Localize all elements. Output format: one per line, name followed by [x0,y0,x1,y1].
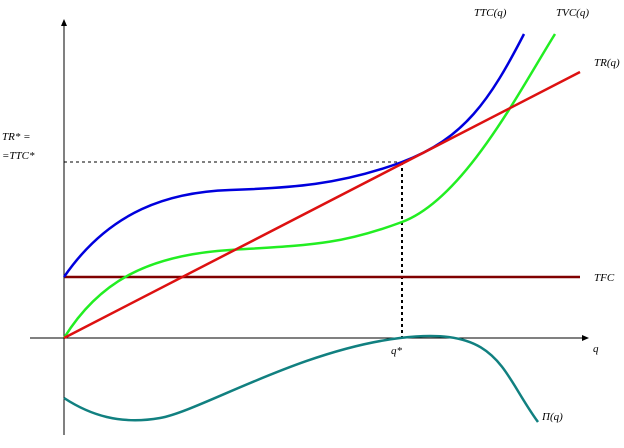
ttc-curve [62,33,526,278]
profit-curve [63,334,540,423]
tfc-label: TFC [594,272,615,284]
profit-label: Π(q) [541,411,563,423]
ttc-star-label: =TTC* [2,150,35,162]
tr-label: TR(q) [594,57,620,69]
tvc-curve [62,33,557,339]
tvc-label: TVC(q) [556,7,589,19]
ttc-label: TTC(q) [474,7,507,19]
tr-line [63,70,581,340]
q-star-label: q* [391,345,403,357]
q-axis-label: q [593,343,599,355]
tr-star-label: TR* = [2,131,31,143]
